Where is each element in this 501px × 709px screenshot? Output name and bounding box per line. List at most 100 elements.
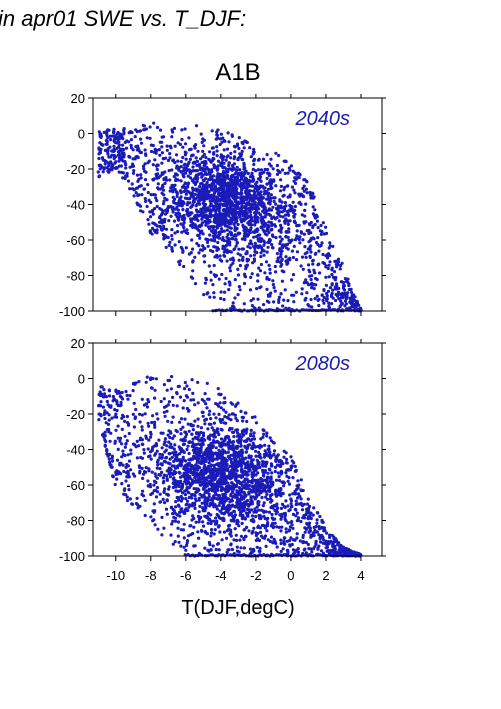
scatter-point <box>106 161 111 165</box>
scatter-point <box>339 264 343 268</box>
scatter-point <box>282 208 286 212</box>
scatter-point <box>143 197 147 201</box>
scatter-point <box>160 446 164 450</box>
scatter-point <box>282 205 286 209</box>
scatter-point <box>165 444 169 448</box>
scatter-point <box>103 162 107 166</box>
scatter-point <box>279 549 283 554</box>
scatter-point <box>168 189 172 193</box>
scatter-point <box>222 138 226 143</box>
scatter-point <box>217 412 221 416</box>
scatter-point <box>342 284 346 288</box>
scatter-point <box>194 124 199 128</box>
scatter-point <box>147 438 151 442</box>
scatter-point <box>227 140 231 144</box>
scatter-point <box>171 511 175 516</box>
scatter-point <box>97 156 101 161</box>
scatter-point <box>324 225 328 229</box>
scatter-point <box>140 428 144 432</box>
scatter-point <box>162 490 166 494</box>
scatter-point <box>245 250 249 254</box>
scatter-point <box>240 517 244 521</box>
scatter-point <box>176 208 180 212</box>
scatter-point <box>161 481 165 485</box>
scatter-point <box>133 135 137 139</box>
scatter-point <box>158 174 162 178</box>
scatter-point <box>252 471 256 475</box>
scatter-point <box>284 159 288 164</box>
scatter-point <box>178 262 182 267</box>
scatter-point <box>101 143 105 147</box>
scatter-point <box>190 378 194 382</box>
scatter-point <box>170 445 174 449</box>
scatter-point <box>291 255 295 260</box>
scatter-point <box>153 193 157 197</box>
scatter-point <box>219 437 224 441</box>
scatter-point <box>163 501 167 505</box>
scatter-point <box>215 430 220 434</box>
scatter-point <box>183 162 187 166</box>
scatter-point <box>120 152 124 156</box>
scatter-point <box>311 236 315 240</box>
scatter-point <box>197 465 201 470</box>
scatter-point <box>250 481 254 485</box>
scatter-point <box>184 168 189 172</box>
scatter-point <box>225 204 229 208</box>
scatter-point <box>101 432 105 436</box>
scatter-point <box>192 177 197 181</box>
scatter-point <box>264 544 268 549</box>
scatter-point <box>217 180 221 184</box>
scatter-point <box>107 413 111 417</box>
scatter-point <box>162 410 166 414</box>
scatter-point <box>203 392 207 396</box>
scatter-point <box>157 438 161 442</box>
scatter-point <box>165 148 169 152</box>
scatter-point <box>271 167 275 171</box>
scatter-point <box>183 186 187 190</box>
scatter-point <box>200 529 204 533</box>
scatter-point <box>242 302 246 306</box>
scatter-point <box>160 221 164 225</box>
scatter-point <box>255 287 259 291</box>
scatter-point <box>220 462 224 466</box>
scatter-point <box>209 534 213 538</box>
y-tick-label: -100 <box>59 304 85 319</box>
scatter-point <box>123 176 127 181</box>
scatter-point <box>279 252 283 256</box>
scatter-point <box>162 442 166 446</box>
scatter-point <box>103 444 107 448</box>
scatter-point <box>197 536 201 540</box>
scatter-point <box>143 148 147 152</box>
scatter-point <box>216 451 220 456</box>
scatter-point <box>153 453 157 457</box>
scatter-point <box>117 164 121 168</box>
scatter-point <box>235 241 239 245</box>
scatter-point <box>206 427 210 431</box>
scatter-point <box>120 427 124 431</box>
scatter-point <box>174 178 178 182</box>
scatter-point <box>233 233 237 237</box>
scatter-point <box>155 174 159 178</box>
scatter-point <box>153 523 157 527</box>
scatter-point <box>234 196 238 200</box>
scatter-point <box>295 224 299 228</box>
scatter-point <box>97 174 102 178</box>
scatter-point <box>217 221 221 225</box>
scatter-point <box>193 403 197 407</box>
scatter-point <box>277 169 281 173</box>
scatter-point <box>274 512 278 516</box>
scatter-point <box>197 244 201 248</box>
scatter-point <box>203 177 208 181</box>
scatter-point <box>180 216 185 220</box>
scatter-point <box>255 505 259 509</box>
scatter-point <box>258 530 263 534</box>
scatter-point <box>216 215 220 219</box>
scatter-point <box>154 377 158 381</box>
scatter-point <box>194 443 198 447</box>
scatter-point <box>309 511 313 515</box>
scatter-point <box>276 204 281 208</box>
scatter-point <box>351 304 355 308</box>
scatter-point <box>202 152 206 157</box>
scatter-point <box>239 181 243 186</box>
scatter-point <box>170 246 174 250</box>
